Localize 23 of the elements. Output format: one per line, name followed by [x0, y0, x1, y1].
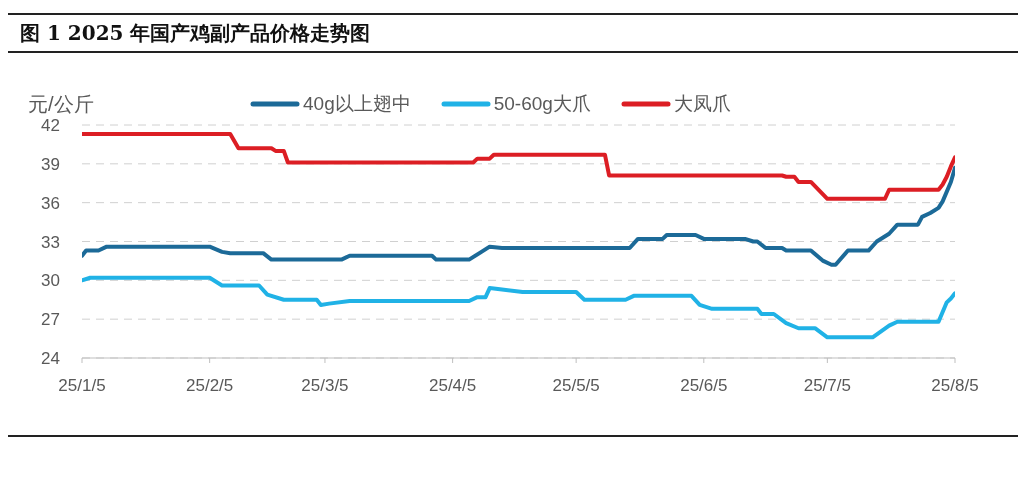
y-axis-title: 元/公斤 [28, 92, 94, 116]
legend-label: 50-60g大爪 [493, 92, 591, 116]
y-tick-label: 24 [41, 349, 60, 369]
x-tick-label: 25/8/5 [931, 376, 979, 396]
y-tick-label: 39 [41, 154, 60, 174]
line-series [82, 165, 955, 267]
line-series [82, 275, 955, 340]
x-tick-label: 25/3/5 [301, 376, 349, 396]
y-tick-label: 33 [41, 232, 60, 252]
x-tick-label: 25/6/5 [680, 376, 728, 396]
chart-title: 图 1 2025 年国产鸡副产品价格走势图 [20, 20, 371, 46]
y-tick-label: 30 [41, 271, 60, 291]
y-tick-label: 36 [41, 193, 60, 213]
x-tick-label: 25/4/5 [428, 376, 477, 396]
x-tick-label: 25/5/5 [552, 376, 600, 396]
x-tick-label: 25/7/5 [803, 376, 851, 396]
legend-label: 40g以上翅中 [303, 92, 411, 116]
y-tick-label: 27 [41, 310, 60, 330]
line-series [82, 132, 955, 201]
x-tick-label: 25/2/5 [186, 376, 234, 396]
y-tick-label: 42 [41, 116, 60, 136]
x-tick-label: 25/1/5 [58, 376, 106, 396]
legend-label: 大凤爪 [673, 92, 731, 116]
